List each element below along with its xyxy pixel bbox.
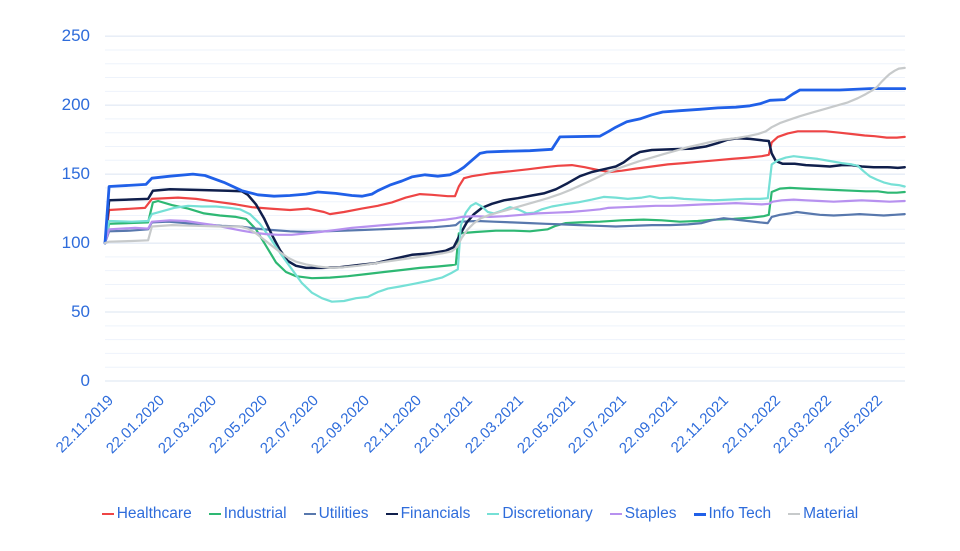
legend-label: Material [803,505,859,522]
legend-item-info-tech[interactable]: Info Tech [693,505,772,523]
legend-label: Utilities [318,505,369,522]
legend-color-dash-icon [303,513,316,515]
series-line-industrial [103,186,906,280]
legend-color-dash-icon [385,513,398,515]
y-axis-tick-label: 100 [61,233,90,253]
legend-color-dash-icon [208,513,221,515]
legend-label: Financials [400,505,471,522]
y-axis-tick-label: 150 [61,164,90,184]
legend-color-dash-icon [693,512,706,516]
series-line-healthcare [103,130,906,245]
y-axis-tick-label: 250 [61,26,90,46]
legend-label: Staples [624,505,677,522]
legend-item-industrial[interactable]: Industrial [208,505,287,523]
legend-label: Healthcare [116,505,192,522]
series-line-info-tech [103,87,907,245]
legend-item-financials[interactable]: Financials [385,505,471,523]
series-line-staples [103,198,906,245]
legend-color-dash-icon [788,513,801,515]
legend-color-dash-icon [487,513,500,515]
series-line-material [103,66,906,269]
legend-label: Discretionary [502,505,593,522]
chart-legend: Healthcare Industrial Utilities Financials D… [0,505,960,523]
legend-item-material[interactable]: Material [788,505,858,523]
legend-item-staples[interactable]: Staples [609,505,677,523]
legend-label: Info Tech [708,505,772,522]
y-axis-tick-label: 0 [80,371,90,390]
legend-color-dash-icon [101,513,114,515]
legend-label: Industrial [223,505,287,522]
series-line-discretionary [103,155,906,303]
legend-color-dash-icon [609,513,622,515]
legend-item-healthcare[interactable]: Healthcare [101,505,192,523]
legend-item-discretionary[interactable]: Discretionary [487,505,593,523]
y-axis-tick-label: 200 [61,95,90,115]
legend-item-utilities[interactable]: Utilities [303,505,369,523]
y-axis-tick-label: 50 [71,302,90,322]
